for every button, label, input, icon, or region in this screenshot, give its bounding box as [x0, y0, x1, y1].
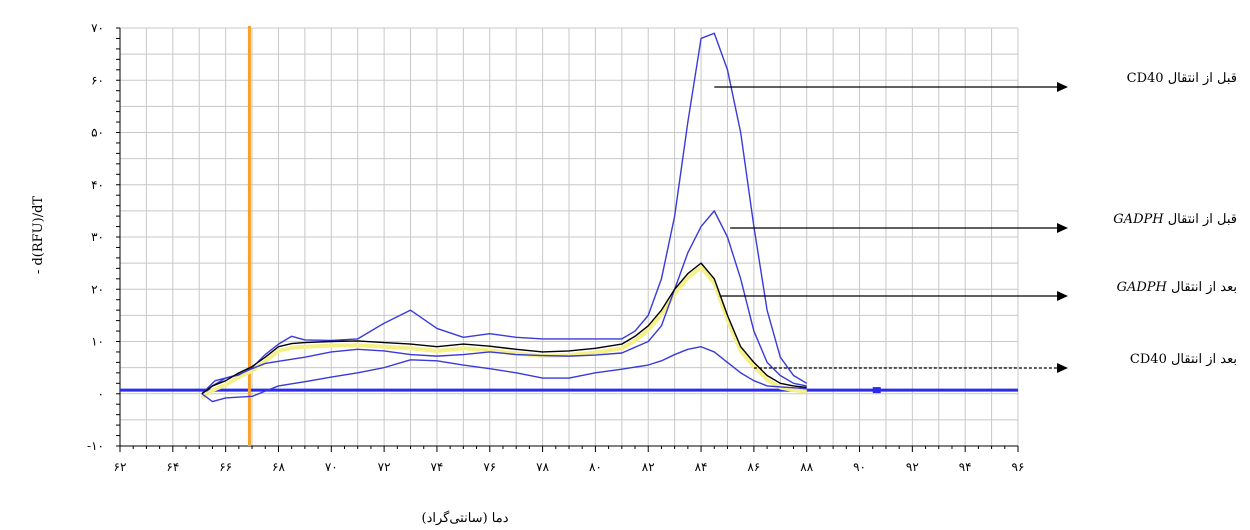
x-tick-label: ۷۰ — [325, 460, 338, 474]
legend-text: بعد از انتقال — [1167, 352, 1237, 367]
tick-labels: -۱۰ ۰ ۱۰ ۲۰ ۳۰ ۴۰ ۵۰ ۶۰ ۷۰ ۶۲ ۶۴ ۶۶ ۶۸ ۷۰ ۷۲ ۷۴ ۷۶ ۷۸ ۸۰ ۸۲… — [87, 21, 1024, 474]
legend-gene: GADPH — [1113, 212, 1164, 227]
x-tick-label: ۷۴ — [430, 460, 443, 474]
x-tick-label: ۹۶ — [1012, 460, 1025, 474]
melt-curve-4 — [201, 262, 807, 395]
y-tick-label: ۲۰ — [91, 282, 104, 296]
legend-label: GADPH قبل از انتقال — [1113, 212, 1237, 227]
x-tick-label: ۹۴ — [959, 460, 972, 474]
chart-series — [120, 26, 1018, 446]
y-tick-label: ۴۰ — [91, 178, 104, 192]
x-tick-label: ۸۴ — [695, 460, 708, 474]
x-tick-label: ۶۴ — [166, 460, 179, 474]
x-tick-label: ۹۲ — [906, 460, 919, 474]
x-tick-label: ۸۶ — [747, 460, 760, 474]
legend-arrow-head — [1057, 82, 1068, 92]
y-tick-label: ۷۰ — [91, 21, 104, 35]
legend-text: بعد از انتقال — [1167, 280, 1237, 295]
legend-text: قبل از انتقال — [1164, 212, 1237, 227]
x-tick-label: ۸۲ — [642, 460, 655, 474]
legend-gene: CD40 — [1127, 71, 1164, 86]
melt-curve-2 — [201, 210, 807, 395]
x-tick-label: ۶۶ — [219, 460, 232, 474]
chart-grid — [119, 27, 1019, 447]
y-tick-label: ۱۰ — [91, 335, 104, 349]
x-tick-label: ۸۰ — [589, 460, 602, 474]
y-tick-label: ۰ — [98, 387, 104, 401]
melt-curve-3 — [201, 346, 807, 403]
y-tick-label: ۵۰ — [91, 126, 104, 140]
y-tick-label: ۶۰ — [91, 73, 104, 87]
x-tick-label: ۷۲ — [378, 460, 391, 474]
x-tick-label: ۶۲ — [114, 460, 127, 474]
x-tick-label: ۷۶ — [483, 460, 496, 474]
y-tick-label: ۳۰ — [91, 230, 104, 244]
x-axis-title: دما (سانتی‌گراد) — [422, 510, 509, 526]
chart-axes — [116, 27, 1019, 452]
x-tick-label: ۷۸ — [536, 460, 549, 474]
legend-text: قبل از انتقال — [1164, 71, 1237, 86]
y-axis-title: - d(RFU)/dT — [31, 196, 46, 274]
legend-gene: CD40 — [1130, 352, 1167, 367]
legend-label: GADPH بعد از انتقال — [1117, 280, 1237, 295]
legend-arrow-head — [1057, 291, 1068, 301]
legend-gene: GADPH — [1117, 280, 1168, 295]
legend-arrow-head — [1057, 223, 1068, 233]
melt-curve-1 — [201, 32, 808, 395]
y-tick-label: -۱۰ — [87, 439, 104, 453]
legend-label: CD40 قبل از انتقال — [1127, 71, 1237, 86]
x-tick-label: ۶۸ — [272, 460, 285, 474]
curve-highlight — [200, 265, 807, 400]
baseline-marker — [872, 387, 881, 394]
legend-arrow-head — [1057, 363, 1068, 373]
x-tick-label: ۹۰ — [853, 460, 866, 474]
x-tick-label: ۸۸ — [800, 460, 813, 474]
legend-label: CD40 بعد از انتقال — [1130, 352, 1237, 367]
